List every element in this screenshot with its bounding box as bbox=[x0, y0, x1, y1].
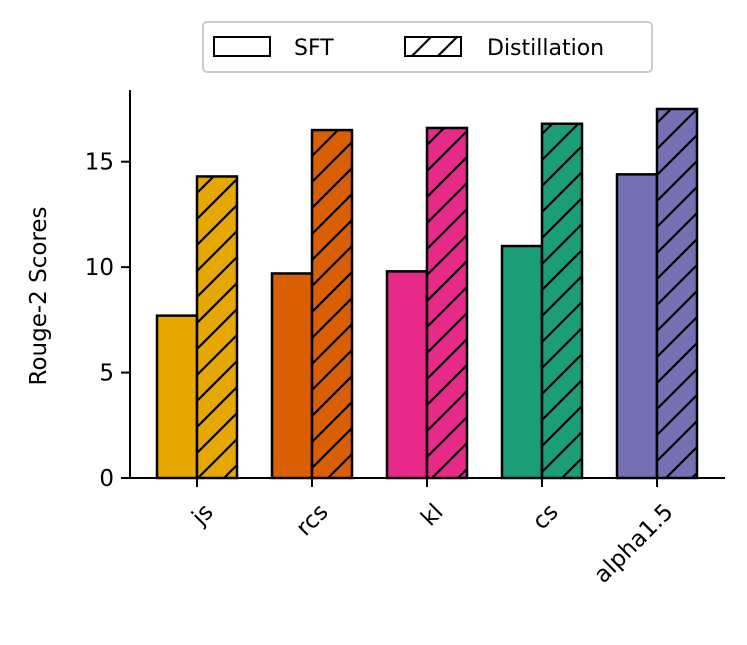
y-tick-label: 10 bbox=[85, 255, 114, 281]
y-tick-label: 5 bbox=[99, 361, 114, 387]
bar-hatch-cs bbox=[542, 123, 582, 478]
legend: SFT Distillation bbox=[202, 21, 653, 73]
x-tick-label: cs bbox=[528, 499, 564, 535]
x-tick-label: kl bbox=[416, 499, 448, 531]
bar-sft-js bbox=[155, 314, 199, 480]
bar-sft-cs bbox=[500, 244, 544, 480]
bar-hatch-alpha1-5 bbox=[657, 108, 697, 478]
y-tick-label: 0 bbox=[99, 466, 114, 492]
legend-label-distillation: Distillation bbox=[487, 36, 604, 61]
y-axis-label: Rouge-2 Scores bbox=[26, 207, 52, 386]
y-tick-label: 15 bbox=[85, 150, 114, 176]
x-tick-label: rcs bbox=[291, 499, 333, 541]
x-tick-label: alpha1.5 bbox=[589, 499, 678, 588]
bar-hatch-kl bbox=[427, 127, 467, 479]
bars bbox=[155, 107, 699, 480]
legend-swatch-hatch bbox=[405, 37, 461, 56]
bar-hatch-js bbox=[197, 176, 237, 478]
bar-hatch-rcs bbox=[312, 130, 352, 478]
x-tick-label: js bbox=[186, 499, 218, 531]
bar-sft-alpha1-5 bbox=[615, 173, 659, 480]
legend-label-sft: SFT bbox=[294, 36, 334, 61]
bar-sft-kl bbox=[385, 270, 429, 480]
legend-swatch-sft bbox=[213, 36, 271, 57]
bar-sft-rcs bbox=[270, 272, 314, 480]
